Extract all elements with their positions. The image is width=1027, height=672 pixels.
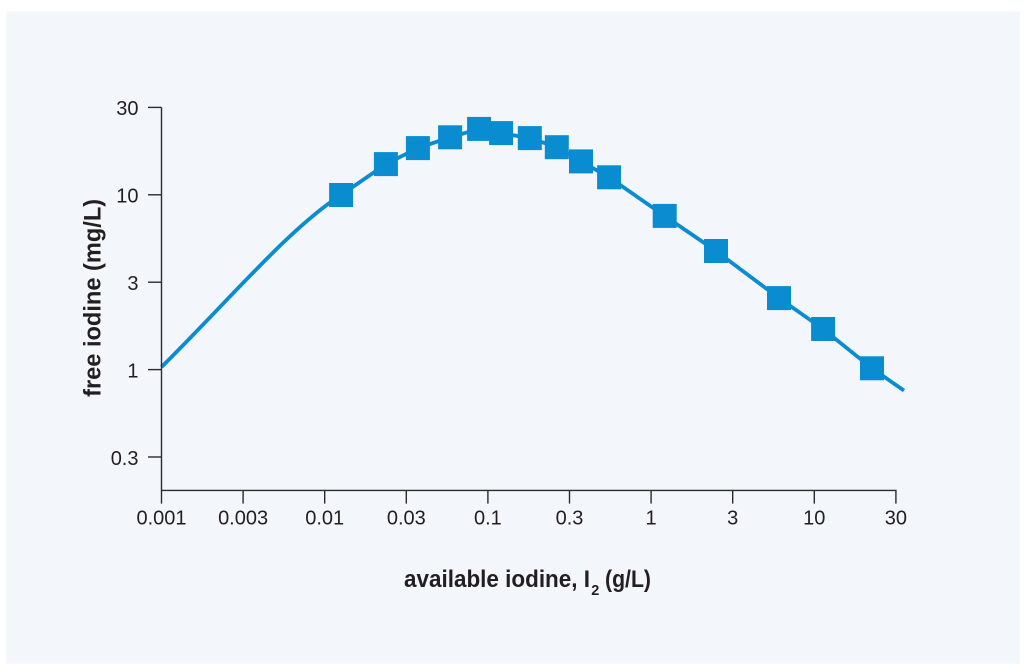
svg-text:0.3: 0.3 xyxy=(111,448,139,470)
svg-text:available iodine, I: available iodine, I xyxy=(404,566,590,593)
svg-text:10: 10 xyxy=(803,508,825,530)
svg-text:30: 30 xyxy=(116,98,138,120)
svg-text:3: 3 xyxy=(127,273,138,295)
svg-text:0.1: 0.1 xyxy=(474,508,502,530)
svg-text:1: 1 xyxy=(127,360,138,382)
svg-text:free iodine (mg/L): free iodine (mg/L) xyxy=(80,199,107,397)
svg-text:30: 30 xyxy=(885,508,907,530)
svg-text:3: 3 xyxy=(727,508,738,530)
svg-text:(g/L): (g/L) xyxy=(605,566,651,593)
svg-text:0.3: 0.3 xyxy=(556,508,584,530)
svg-text:1: 1 xyxy=(646,508,657,530)
svg-text:2: 2 xyxy=(591,583,599,599)
svg-text:0.003: 0.003 xyxy=(218,508,268,530)
svg-text:0.03: 0.03 xyxy=(387,508,426,530)
svg-text:10: 10 xyxy=(116,186,138,208)
svg-text:0.01: 0.01 xyxy=(305,508,344,530)
svg-text:0.001: 0.001 xyxy=(136,508,186,530)
